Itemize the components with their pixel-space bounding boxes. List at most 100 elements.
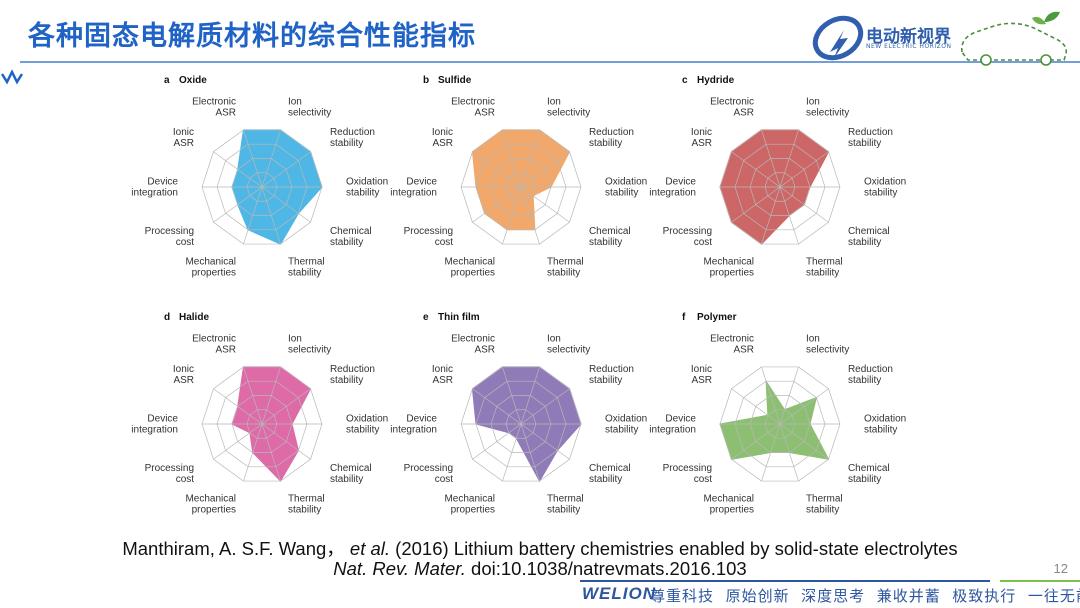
radar-spoke xyxy=(779,129,799,188)
radar-spoke xyxy=(243,129,263,188)
radar-axis-label: Oxidation stability xyxy=(605,414,647,436)
panel-title: Sulfide xyxy=(438,75,472,86)
radar-axis-label: Ion selectivity xyxy=(806,97,849,119)
radar-axis-label: Electronic ASR xyxy=(451,97,495,119)
radar-axis-label: Mechanical properties xyxy=(444,493,495,515)
radar-axis-label: Mechanical properties xyxy=(444,256,495,278)
radar-spoke xyxy=(779,186,799,245)
panel-title: Oxide xyxy=(179,75,207,86)
brand-logo xyxy=(812,11,1068,66)
radar-axis-label: Thermal stability xyxy=(547,256,584,278)
radar-axis-label: Processing cost xyxy=(145,226,195,248)
radar-axis-label: Thermal stability xyxy=(806,493,843,515)
radar-spoke xyxy=(731,388,781,425)
radar-axis-label: Thermal stability xyxy=(806,256,843,278)
radar-axis-label: Mechanical properties xyxy=(185,493,236,515)
radar-chart-polymer: f Polymer Ion selectivity Reduction stability… xyxy=(649,312,906,515)
radar-spoke xyxy=(213,186,263,223)
radar-chart-sulfide: b Sulfide Ion selectivity Reduction stability… xyxy=(390,75,647,278)
radar-axis-label: Device integration xyxy=(649,414,696,436)
radar-spoke xyxy=(261,151,311,188)
radar-axis-label: Processing cost xyxy=(404,463,454,485)
radar-axis-label: Electronic ASR xyxy=(710,97,754,119)
radar-axis-label: Reduction stability xyxy=(848,364,893,386)
radar-spoke xyxy=(502,366,522,425)
radar-axis-label: Chemical stability xyxy=(589,226,631,248)
radar-axis-label: Ion selectivity xyxy=(547,97,590,119)
radar-spoke xyxy=(779,423,799,482)
citation-journal: Nat. Rev. Mater. xyxy=(333,558,466,579)
radar-axis-label: Reduction stability xyxy=(330,364,375,386)
radar-spoke xyxy=(261,423,311,460)
radar-spoke xyxy=(779,151,829,188)
radar-spoke xyxy=(520,388,570,425)
radar-axis-label: Ionic ASR xyxy=(432,127,453,149)
radar-spoke xyxy=(520,151,570,188)
panel-title: Thin film xyxy=(438,312,480,323)
panel-title: Polymer xyxy=(697,312,737,323)
radar-spoke xyxy=(213,388,263,425)
radar-axis-label: Oxidation stability xyxy=(605,177,647,199)
radar-axis-label: Ion selectivity xyxy=(288,97,331,119)
radar-axis-label: Chemical stability xyxy=(330,463,372,485)
citation-etal: et al. xyxy=(349,538,391,559)
radar-axis-label: Electronic ASR xyxy=(192,97,236,119)
eco-car-icon xyxy=(960,11,1068,66)
brand-swirl-icon xyxy=(812,15,864,61)
panel-title: Halide xyxy=(179,312,209,323)
radar-axis-label: Thermal stability xyxy=(547,493,584,515)
radar-axis-label: Mechanical properties xyxy=(703,493,754,515)
radar-axis-label: Chemical stability xyxy=(848,463,890,485)
slogan-item: 尊重科技 xyxy=(650,587,715,605)
radar-spoke xyxy=(261,129,281,188)
radar-axis-label: Ionic ASR xyxy=(173,127,194,149)
brand-name: 电动新视界 xyxy=(866,27,951,47)
radar-spoke xyxy=(213,151,263,188)
radar-spoke xyxy=(761,366,781,425)
radar-spoke xyxy=(502,423,522,482)
radar-chart-thin-film: e Thin film Ion selectivity Reduction stabili… xyxy=(390,312,647,515)
radar-spoke xyxy=(520,129,540,188)
page-number: 12 xyxy=(1053,561,1068,576)
radar-axis-label: Oxidation stability xyxy=(346,177,388,199)
header-decoration xyxy=(0,61,1080,85)
radar-spoke xyxy=(261,423,281,482)
panel-letter: d xyxy=(164,312,170,323)
radar-spoke xyxy=(472,388,522,425)
radar-axis-label: Oxidation stability xyxy=(864,177,906,199)
slogan-item: 原始创新 xyxy=(725,587,790,605)
radar-axis-label: Ionic ASR xyxy=(691,364,712,386)
radar-spoke xyxy=(779,388,829,425)
radar-axis-label: Ion selectivity xyxy=(288,334,331,356)
radar-spoke xyxy=(731,423,781,460)
radar-spoke xyxy=(520,423,540,482)
radar-chart-halide: d Halide Ion selectivity Reduction stability O… xyxy=(131,312,388,515)
radar-axis-label: Mechanical properties xyxy=(185,256,236,278)
radar-axis-label: Reduction stability xyxy=(330,127,375,149)
radar-chart-oxide: a Oxide Ion selectivity Reduction stability Ox… xyxy=(131,75,388,278)
radar-spoke xyxy=(243,186,263,245)
radar-axis-label: Processing cost xyxy=(663,463,713,485)
radar-axis-label: Thermal stability xyxy=(288,493,325,515)
radar-axis-label: Ion selectivity xyxy=(806,334,849,356)
radar-spoke xyxy=(731,151,781,188)
radar-spoke xyxy=(520,186,540,245)
radar-axis-label: Device integration xyxy=(131,177,178,199)
radar-axis-label: Oxidation stability xyxy=(346,414,388,436)
radar-axis-label: Reduction stability xyxy=(589,364,634,386)
radar-axis-label: Ionic ASR xyxy=(691,127,712,149)
radar-spoke xyxy=(261,186,311,223)
radar-spoke xyxy=(261,186,281,245)
radar-axis-label: Device integration xyxy=(649,177,696,199)
footer-logo: WELION xyxy=(582,584,656,603)
radar-axis-label: Processing cost xyxy=(663,226,713,248)
radar-spoke xyxy=(472,423,522,460)
panel-title: Hydride xyxy=(697,75,735,86)
radar-axis-label: Ionic ASR xyxy=(432,364,453,386)
citation-line-2: Nat. Rev. Mater. doi:10.1038/natrevmats.… xyxy=(0,558,1080,580)
radar-spoke xyxy=(213,423,263,460)
radar-axis-label: Electronic ASR xyxy=(451,334,495,356)
radar-axis-label: Ion selectivity xyxy=(547,334,590,356)
radar-axis-label: Device integration xyxy=(131,414,178,436)
radar-axis-label: Electronic ASR xyxy=(710,334,754,356)
